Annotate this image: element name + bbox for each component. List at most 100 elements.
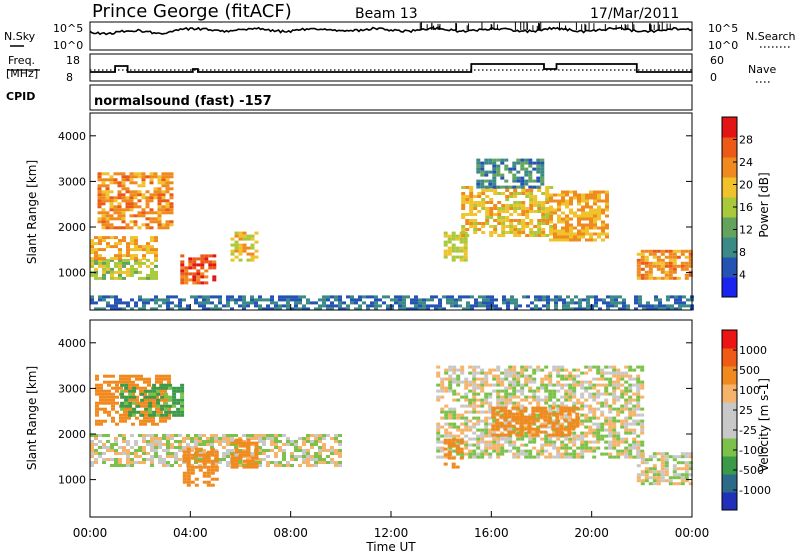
heatmap-cell-5 bbox=[443, 243, 448, 247]
heatmap-cell-7 bbox=[559, 427, 564, 431]
heatmap-cell-5 bbox=[608, 380, 613, 384]
heatmap-cell-2 bbox=[149, 211, 154, 215]
heatmap-cell-7 bbox=[540, 164, 545, 168]
heatmap-cell-10 bbox=[646, 307, 650, 311]
heatmap-cell-0 bbox=[318, 437, 322, 440]
heatmap-cell-3 bbox=[192, 278, 197, 282]
heatmap-cell-9 bbox=[664, 249, 669, 253]
heatmap-cell-0 bbox=[150, 443, 154, 446]
heatmap-cell-8 bbox=[589, 205, 593, 209]
heatmap-cell-3 bbox=[210, 450, 215, 454]
heatmap-cell-5 bbox=[476, 440, 481, 444]
heatmap-cell-5 bbox=[596, 437, 601, 441]
heatmap-cell-6 bbox=[541, 204, 546, 207]
heatmap-cell-10 bbox=[226, 298, 230, 302]
heatmap-cell-5 bbox=[596, 428, 601, 432]
heatmap-cell-7 bbox=[527, 415, 532, 419]
heatmap-cell-1 bbox=[123, 419, 127, 423]
heatmap-cell-4 bbox=[254, 444, 259, 448]
heatmap-cell-5 bbox=[580, 383, 585, 387]
heatmap-cell-0 bbox=[234, 455, 238, 458]
heatmap-cell-8 bbox=[660, 464, 665, 468]
heatmap-cell-0 bbox=[226, 443, 230, 446]
heatmap-cell-6 bbox=[509, 231, 514, 234]
heatmap-cell-5 bbox=[456, 383, 461, 387]
heatmap-cell-0 bbox=[294, 446, 298, 449]
heatmap-cell-10 bbox=[198, 295, 202, 299]
heatmap-cell-10 bbox=[242, 295, 246, 299]
heatmap-cell-7 bbox=[491, 433, 496, 437]
heatmap-cell-7 bbox=[504, 167, 509, 171]
heatmap-cell-8 bbox=[644, 461, 649, 465]
heatmap-cell-2 bbox=[113, 208, 118, 212]
heatmap-cell-4 bbox=[238, 456, 243, 460]
heatmap-cell-5 bbox=[480, 428, 485, 432]
heatmap-cell-0 bbox=[110, 276, 114, 280]
heatmap-cell-5 bbox=[440, 440, 445, 444]
heatmap-cell-6 bbox=[533, 195, 538, 198]
heatmap-cell-5 bbox=[548, 380, 553, 384]
heatmap-cell-10 bbox=[386, 307, 390, 311]
heatmap-cell-5 bbox=[556, 383, 561, 387]
heatmap-cell-6 bbox=[465, 228, 470, 231]
heatmap-cell-10 bbox=[286, 307, 290, 311]
heatmap-cell-7 bbox=[532, 185, 537, 189]
heatmap-cell-2 bbox=[105, 214, 110, 218]
heatmap-cell-5 bbox=[468, 455, 473, 459]
heatmap-cell-6 bbox=[489, 201, 494, 204]
heatmap-cell-2 bbox=[161, 178, 166, 182]
heatmap-cell-10 bbox=[206, 298, 210, 302]
heatmap-cell-7 bbox=[515, 406, 520, 410]
heatmap-cell-9 bbox=[660, 261, 665, 265]
heatmap-cell-3 bbox=[188, 257, 193, 261]
heatmap-cell-2 bbox=[132, 407, 137, 411]
heatmap-cell-8 bbox=[569, 238, 573, 242]
heatmap-cell-6 bbox=[481, 231, 486, 234]
heatmap-cell-7 bbox=[488, 170, 493, 174]
heatmap-cell-10 bbox=[198, 304, 202, 308]
heatmap-cell-5 bbox=[628, 431, 633, 435]
heatmap-cell-8 bbox=[636, 455, 641, 459]
heatmap-cell-5 bbox=[436, 428, 441, 432]
heatmap-cell-3 bbox=[210, 465, 215, 469]
heatmap-cell-5 bbox=[592, 365, 597, 369]
heatmap-cell-5 bbox=[520, 374, 525, 378]
heatmap-cell-0 bbox=[214, 434, 218, 437]
heatmap-cell-10 bbox=[322, 298, 326, 302]
heatmap-cell-5 bbox=[636, 422, 641, 426]
heatmap-cell-10 bbox=[554, 301, 558, 305]
heatmap-cell-0 bbox=[118, 452, 122, 455]
heatmap-cell-5 bbox=[616, 368, 621, 372]
heatmap-cell-8 bbox=[561, 202, 565, 206]
heatmap-cell-0 bbox=[218, 440, 222, 443]
heatmap-cell-0 bbox=[270, 461, 274, 464]
heatmap-cell-5 bbox=[592, 377, 597, 381]
heatmap-cell-6 bbox=[477, 222, 482, 225]
heatmap-cell-9 bbox=[676, 276, 681, 280]
heatmap-cell-0 bbox=[98, 452, 102, 455]
heatmap-cell-5 bbox=[616, 380, 621, 384]
heatmap-cell-3 bbox=[210, 462, 215, 466]
heatmap-cell-0 bbox=[118, 267, 122, 271]
heatmap-cell-2 bbox=[165, 181, 170, 185]
heatmap-cell-5 bbox=[620, 404, 625, 408]
heatmap-cell-5 bbox=[524, 449, 529, 453]
heatmap-cell-10 bbox=[330, 295, 334, 299]
heatmap-cell-1 bbox=[154, 251, 158, 255]
heatmap-cell-5 bbox=[568, 383, 573, 387]
heatmap-cell-5 bbox=[452, 449, 457, 453]
heatmap-cell-5 bbox=[532, 371, 537, 375]
heatmap-cell-5 bbox=[572, 386, 577, 390]
heatmap-cell-5 bbox=[472, 410, 477, 414]
heatmap-cell-10 bbox=[458, 298, 462, 302]
heatmap-cell-7 bbox=[496, 170, 501, 174]
heatmap-cell-0 bbox=[302, 437, 306, 440]
heatmap-cell-5 bbox=[452, 398, 457, 402]
heatmap-cell-5 bbox=[572, 401, 577, 405]
heatmap-cell-3 bbox=[180, 278, 185, 282]
heatmap-cell-7 bbox=[508, 185, 513, 189]
heatmap-cell-8 bbox=[656, 482, 661, 486]
heatmap-cell-5 bbox=[580, 371, 585, 375]
heatmap-cell-5 bbox=[608, 377, 613, 381]
heatmap-cell-4 bbox=[246, 234, 251, 238]
